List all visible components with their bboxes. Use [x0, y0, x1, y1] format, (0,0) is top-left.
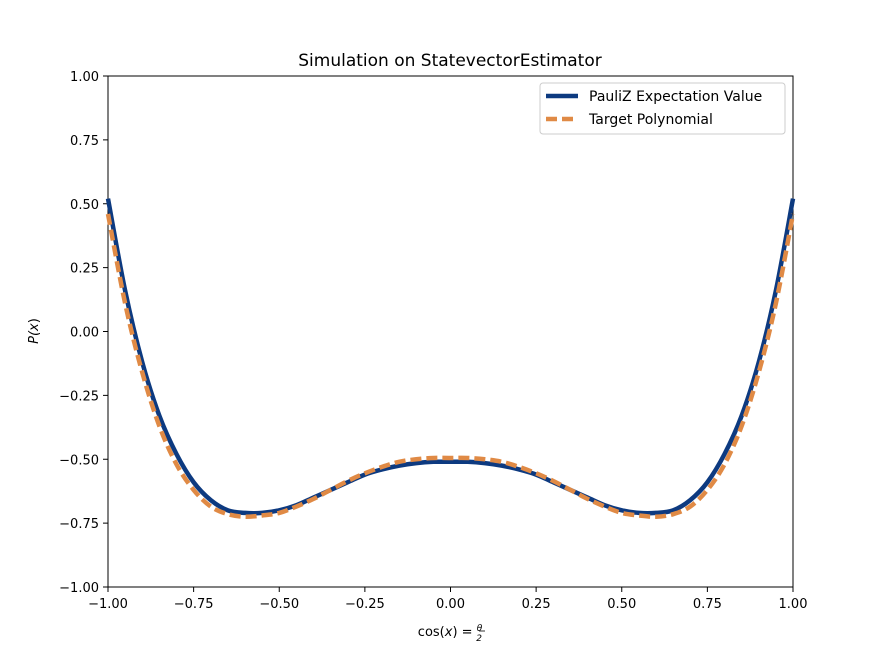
x-axis-label-fraction-numerator: θ [477, 624, 483, 634]
legend-box [539, 82, 786, 135]
x-axis-label-variable: x [444, 625, 453, 640]
x-tick-label: 1.00 [779, 597, 808, 612]
x-tick-label: 0.75 [693, 597, 722, 612]
y-axis-label-suffix: ) [27, 318, 42, 323]
x-tick-label: −0.25 [345, 597, 385, 612]
x-axis-label-prefix: cos( [418, 625, 445, 640]
y-tick-label: −0.75 [59, 517, 99, 532]
x-tick-label: −0.75 [174, 597, 214, 612]
x-axis-label-fraction-denominator: 2 [476, 634, 482, 644]
y-axis: −1.00 −0.75 −0.50 −0.25 0.00 0.25 0.50 0.75 1.00 [59, 70, 108, 596]
y-axis-label-prefix: P( [27, 330, 42, 344]
y-tick-label: −1.00 [59, 581, 99, 596]
x-tick-label: 0.25 [522, 597, 551, 612]
legend: PauliZ Expectation Value Target Polynomi… [539, 82, 786, 135]
y-tick-label: 1.00 [70, 70, 99, 85]
plot-frame [107, 75, 794, 588]
y-tick-label: 0.25 [70, 262, 99, 277]
x-tick-label: −1.00 [88, 597, 128, 612]
chart-title: Simulation on StatevectorEstimator [298, 51, 601, 71]
y-tick-label: −0.50 [59, 453, 99, 468]
y-axis-label: P(x) [27, 318, 42, 344]
x-tick-label: 0.50 [607, 597, 636, 612]
x-axis-label-equals: ) = [452, 625, 476, 640]
y-tick-label: 0.50 [70, 198, 99, 213]
x-tick-label: −0.50 [259, 597, 299, 612]
legend-label-target: Target Polynomial [588, 112, 713, 128]
y-axis-label-variable: x [27, 323, 42, 332]
y-tick-label: −0.25 [59, 389, 99, 404]
x-tick-label: 0.00 [436, 597, 465, 612]
y-tick-label: 0.75 [70, 134, 99, 149]
x-axis: −1.00 −0.75 −0.50 −0.25 0.00 0.25 0.50 0.75 1.00 [88, 587, 807, 612]
series-layer [105, 198, 796, 520]
y-tick-label: 0.00 [70, 326, 99, 341]
series-line-target [105, 213, 796, 520]
legend-label-pauliz: PauliZ Expectation Value [589, 89, 762, 105]
series-line-pauliz [105, 198, 796, 516]
